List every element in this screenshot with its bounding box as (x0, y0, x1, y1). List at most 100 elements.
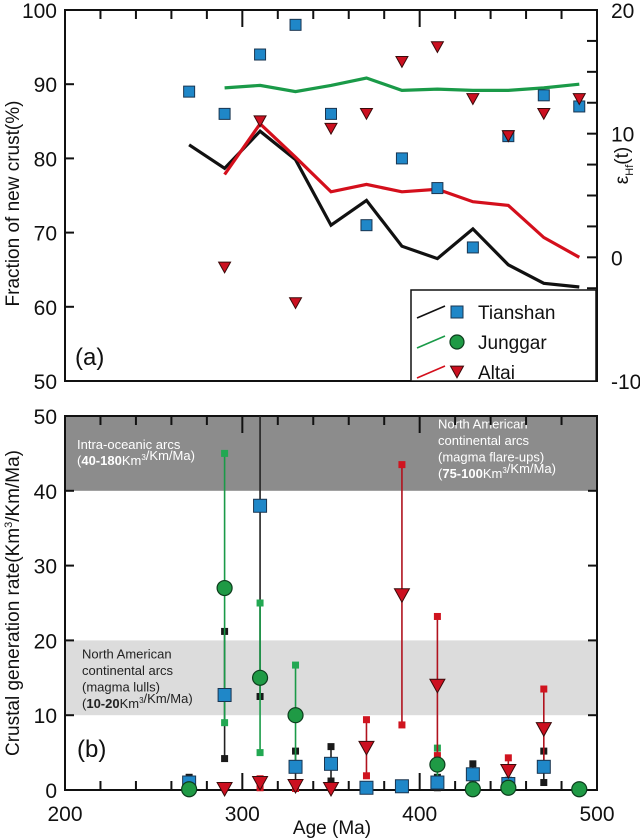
point-junggar-b (216, 579, 233, 597)
legend-marker-altai (449, 365, 465, 379)
point-tianshan (183, 85, 196, 98)
point-junggar-b (500, 779, 517, 796)
point-altai (288, 297, 303, 310)
legend-line-tianshan (416, 305, 446, 319)
line-altai (223, 121, 581, 259)
point-altai-b (393, 588, 411, 604)
point-altai (466, 93, 480, 106)
error-cap-altai (540, 685, 548, 693)
y-tick-label-b: 30 (34, 556, 57, 579)
y-axis-title-b: Crustal generation rate(Km3/Km/Ma) (3, 450, 24, 756)
point-junggar-b (251, 669, 269, 686)
y-right-tick-label-a: 0 (611, 247, 623, 270)
point-tianshan-b (217, 688, 232, 703)
point-altai (217, 261, 232, 274)
error-cap-altai (504, 754, 512, 762)
legend-line-junggar (416, 335, 446, 349)
y-tick-label-b: 0 (45, 780, 57, 803)
error-cap-altai (398, 721, 406, 729)
band-label-line: (40-180Km3/Km/Ma) (77, 448, 195, 468)
point-altai-b (535, 722, 553, 738)
x-tick-label-b: 200 (47, 803, 82, 826)
point-altai-b (499, 764, 517, 780)
y-tick-label-a: 100 (22, 0, 57, 23)
error-cap-junggar (256, 749, 264, 757)
y-right-tick-label-a: 10 (611, 124, 634, 147)
legend-label-altai: Altai (478, 363, 515, 384)
legend-box (410, 289, 597, 382)
point-junggar-b (429, 756, 446, 773)
y-tick-label-a: 50 (34, 371, 57, 394)
error-cap-tianshan (327, 743, 335, 751)
band-label-line: North American (82, 646, 172, 661)
point-junggar-b (181, 781, 198, 798)
error-cap-altai (362, 716, 370, 724)
x-tick-label-b: 500 (579, 803, 614, 826)
point-tianshan-b (430, 775, 445, 790)
y-tick-label-b: 10 (34, 705, 57, 728)
point-tianshan-b (359, 780, 374, 795)
band-dark (65, 416, 597, 491)
point-tianshan (218, 107, 231, 120)
point-altai-b (251, 776, 269, 792)
error-cap-junggar (221, 719, 229, 727)
y-tick-label-a: 80 (34, 148, 57, 171)
y-tick-label-a: 60 (34, 297, 57, 320)
panel-label-b: (b) (77, 736, 106, 763)
point-tianshan-b (465, 767, 480, 782)
point-tianshan-b (394, 779, 409, 794)
point-tianshan-b (536, 759, 551, 774)
legend-marker-tianshan (450, 305, 464, 319)
band-label-line: (magma flare-ups) (438, 450, 544, 465)
point-tianshan (360, 219, 373, 232)
error-cap-tianshan (327, 777, 335, 785)
legend-label-junggar: Junggar (478, 333, 547, 354)
point-tianshan (254, 48, 267, 61)
band-label-line: Intra-oceanic arcs (77, 437, 181, 452)
point-tianshan (431, 182, 444, 195)
y-right-tick-label-a: -10 (611, 371, 640, 394)
error-cap-tianshan (540, 779, 548, 787)
legend-label-tianshan: Tianshan (478, 303, 555, 324)
error-cap-altai (433, 752, 441, 760)
point-altai (536, 107, 551, 121)
band-label-line: continental arcs (82, 663, 174, 678)
point-altai-b (358, 740, 375, 756)
panel-label-a: (a) (75, 344, 104, 371)
point-tianshan-b (324, 756, 338, 771)
line-tianshan (188, 129, 580, 289)
x-axis-title-b: Age (Ma) (293, 818, 371, 838)
point-tianshan (537, 89, 550, 102)
point-tianshan (395, 152, 408, 165)
point-altai (430, 41, 445, 54)
error-cap-altai (433, 612, 441, 620)
point-tianshan-b (253, 498, 268, 513)
point-altai (324, 122, 338, 136)
error-cap-tianshan (469, 760, 477, 768)
error-cap-junggar (221, 449, 229, 457)
band-label-line: North American (438, 417, 528, 432)
point-altai (501, 130, 516, 143)
line-junggar (224, 76, 580, 94)
point-tianshan (466, 241, 479, 254)
x-tick-label-b: 300 (225, 803, 260, 826)
y-right-axis-title-a: εHf(t) (612, 147, 636, 184)
point-junggar-b (571, 781, 588, 798)
point-altai (572, 93, 587, 106)
error-cap-altai (362, 772, 370, 780)
band-light (65, 640, 597, 716)
y-tick-label-b: 20 (34, 630, 57, 653)
legend-line-altai (416, 365, 446, 379)
point-tianshan (289, 18, 302, 31)
point-altai (253, 115, 267, 128)
error-cap-tianshan (221, 755, 229, 763)
error-cap-altai (398, 461, 406, 469)
point-tianshan-b (288, 759, 303, 774)
band-label-line: (magma lulls) (82, 679, 160, 694)
point-tianshan (325, 107, 337, 120)
band-label-line: continental arcs (438, 433, 530, 448)
error-cap-junggar (292, 661, 300, 669)
point-altai-b (322, 782, 340, 798)
band-label-line: (10-20Km3/Km/Ma) (82, 691, 193, 711)
